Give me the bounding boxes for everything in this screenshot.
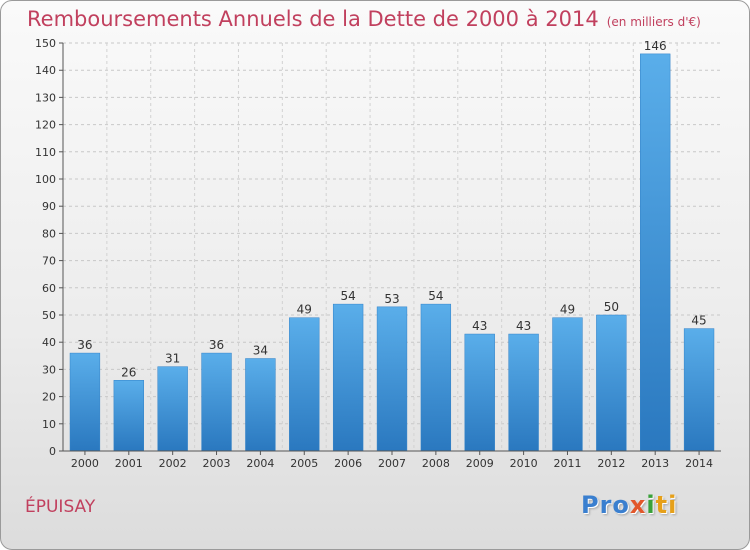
data-label-2012: 50 <box>604 300 619 314</box>
proxiti-logo[interactable]: Proxiti <box>581 491 677 519</box>
bar-2001 <box>113 380 144 452</box>
chart-title: Remboursements Annuels de la Dette de 20… <box>27 7 701 31</box>
y-tick-label: 80 <box>42 227 56 240</box>
bar-2005 <box>289 317 320 452</box>
x-tick-label: 2006 <box>334 457 362 470</box>
y-tick-label: 110 <box>35 146 56 159</box>
y-tick-label: 100 <box>35 173 56 186</box>
bar-2006 <box>332 303 364 452</box>
commune-name: ÉPUISAY <box>25 497 96 517</box>
y-tick-label: 140 <box>35 64 56 77</box>
y-tick-label: 20 <box>42 391 56 404</box>
y-tick-label: 30 <box>42 363 56 376</box>
x-tick-label: 2013 <box>641 457 669 470</box>
title-text: Remboursements Annuels de la Dette de 20… <box>27 7 599 31</box>
x-tick-label: 2008 <box>422 457 450 470</box>
x-tick-label: 2007 <box>378 457 406 470</box>
x-tick-label: 2012 <box>597 457 625 470</box>
bar-2012 <box>596 314 627 452</box>
data-label-2008: 54 <box>428 289 443 303</box>
logo-part-4: ti <box>655 491 678 519</box>
bar-2010 <box>508 333 539 452</box>
data-label-2000: 36 <box>77 338 92 352</box>
y-tick-label: 130 <box>35 91 56 104</box>
x-tick-label: 2010 <box>510 457 538 470</box>
bars: 36 26 31 36 34 49 54 53 54 43 43 49 50 146 45 <box>69 39 715 452</box>
y-tick-label: 120 <box>35 119 56 132</box>
y-tick-label: 70 <box>42 255 56 268</box>
x-tick-label: 2014 <box>685 457 713 470</box>
logo-part-1: Pro <box>581 491 630 519</box>
x-tick-label: 2005 <box>290 457 318 470</box>
bar-2004 <box>245 358 276 452</box>
data-label-2004: 34 <box>253 344 268 358</box>
data-label-2010: 43 <box>516 319 531 333</box>
bar-2008 <box>420 303 452 452</box>
y-tick-label: 0 <box>49 445 56 458</box>
data-label-2013: 146 <box>644 39 667 53</box>
data-label-2001: 26 <box>121 365 136 379</box>
logo-part-3: i <box>646 491 656 519</box>
bar-2011 <box>552 317 583 452</box>
x-tick-label: 2011 <box>553 457 581 470</box>
bar-2003 <box>201 352 232 452</box>
chart-subtitle: (en milliers d'€) <box>606 15 701 29</box>
axes: 0 10 20 30 40 50 60 70 80 90 100 110 120 130 140 150 200… <box>35 37 721 470</box>
y-tick-label: 150 <box>35 37 56 50</box>
y-tick-label: 90 <box>42 200 56 213</box>
x-tick-label: 2000 <box>71 457 99 470</box>
data-label-2011: 49 <box>560 303 575 317</box>
x-tick-label: 2003 <box>203 457 231 470</box>
data-label-2005: 49 <box>297 303 312 317</box>
x-tick-label: 2009 <box>466 457 494 470</box>
data-label-2014: 45 <box>691 314 706 328</box>
data-label-2002: 31 <box>165 352 180 366</box>
bar-2014 <box>683 328 715 452</box>
y-tick-label: 40 <box>42 336 56 349</box>
x-tick-label: 2001 <box>115 457 143 470</box>
bar-2009 <box>464 333 495 452</box>
y-tick-label: 10 <box>42 418 56 431</box>
x-tick-label: 2004 <box>246 457 274 470</box>
y-tick-label: 60 <box>42 282 56 295</box>
data-label-2006: 54 <box>340 289 355 303</box>
x-tick-label: 2002 <box>159 457 187 470</box>
data-label-2007: 53 <box>384 292 399 306</box>
bar-2013 <box>640 53 671 452</box>
data-label-2003: 36 <box>209 338 224 352</box>
y-tick-label: 50 <box>42 309 56 322</box>
bar-2002 <box>157 366 188 452</box>
bar-2007 <box>376 306 408 452</box>
bar-2000 <box>69 352 101 452</box>
logo-part-2: x <box>629 491 647 519</box>
data-label-2009: 43 <box>472 319 487 333</box>
